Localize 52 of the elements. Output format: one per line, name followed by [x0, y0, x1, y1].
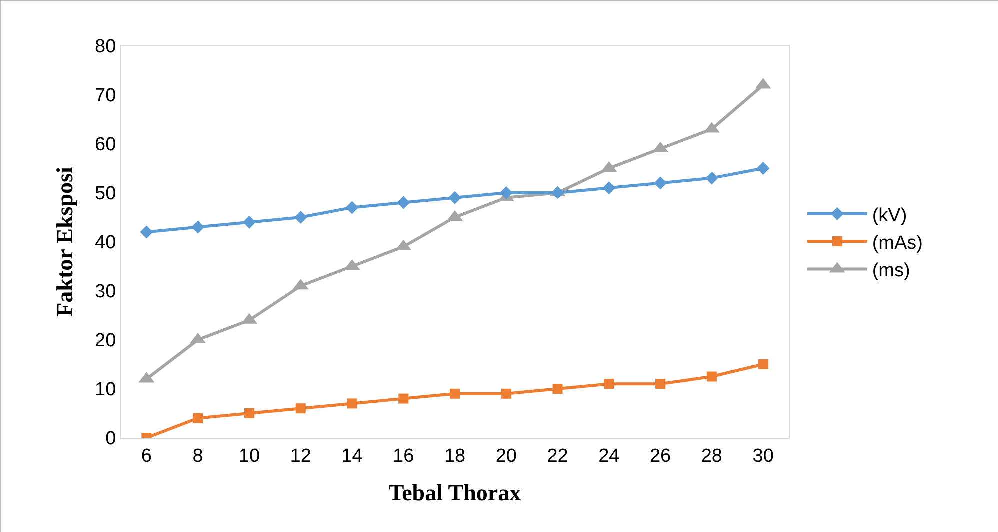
- point: [551, 186, 564, 200]
- x-tick-label: 14: [342, 446, 364, 467]
- point: [758, 360, 768, 370]
- y-tick-label: 60: [95, 134, 116, 156]
- point: [706, 372, 717, 382]
- x-tick-label: 20: [496, 446, 517, 467]
- legend-label: (ms): [872, 260, 910, 282]
- point: [705, 172, 718, 185]
- point: [192, 220, 205, 234]
- y-tick-label: 0: [106, 428, 116, 450]
- point: [346, 201, 359, 214]
- point: [242, 216, 256, 229]
- y-tick-label: 30: [95, 282, 116, 303]
- point: [398, 394, 409, 404]
- point: [602, 182, 616, 195]
- x-tick-label: 26: [650, 446, 672, 467]
- y-tick-label: 40: [95, 232, 116, 254]
- point: [656, 379, 666, 390]
- x-tick-label: 24: [598, 446, 620, 467]
- point: [140, 226, 154, 239]
- x-tick-label: 8: [192, 446, 204, 467]
- y-tick-label: 50: [95, 184, 116, 205]
- x-tick-label: 30: [752, 446, 774, 467]
- legend-label: (mAs): [872, 232, 924, 254]
- point: [448, 191, 462, 204]
- y-tick-label: 70: [95, 86, 116, 107]
- point: [244, 408, 254, 418]
- x-tick-label: 28: [701, 446, 722, 467]
- x-tick-label: 6: [141, 446, 152, 467]
- point: [193, 413, 204, 424]
- legend-label: (kV): [872, 205, 908, 226]
- y-axis-title: Faktor Eksposi: [52, 166, 78, 317]
- point: [296, 404, 306, 414]
- point: [654, 176, 668, 190]
- x-tick-label: 16: [393, 446, 414, 467]
- x-tick-label: 22: [547, 446, 568, 467]
- point: [604, 379, 614, 390]
- x-tick-label: 18: [444, 446, 466, 467]
- point: [294, 211, 308, 224]
- y-tick-label: 20: [95, 330, 116, 352]
- point: [756, 162, 770, 175]
- point: [397, 196, 410, 210]
- point: [552, 384, 563, 394]
- point: [501, 388, 512, 399]
- y-tick-label: 10: [95, 380, 116, 401]
- point: [450, 388, 460, 399]
- point: [347, 398, 358, 409]
- point: [500, 186, 513, 200]
- y-tick-label: 80: [95, 36, 116, 58]
- x-axis-title: Tebal Thorax: [388, 480, 522, 506]
- x-tick-label: 12: [290, 446, 312, 467]
- x-tick-label: 10: [238, 446, 260, 467]
